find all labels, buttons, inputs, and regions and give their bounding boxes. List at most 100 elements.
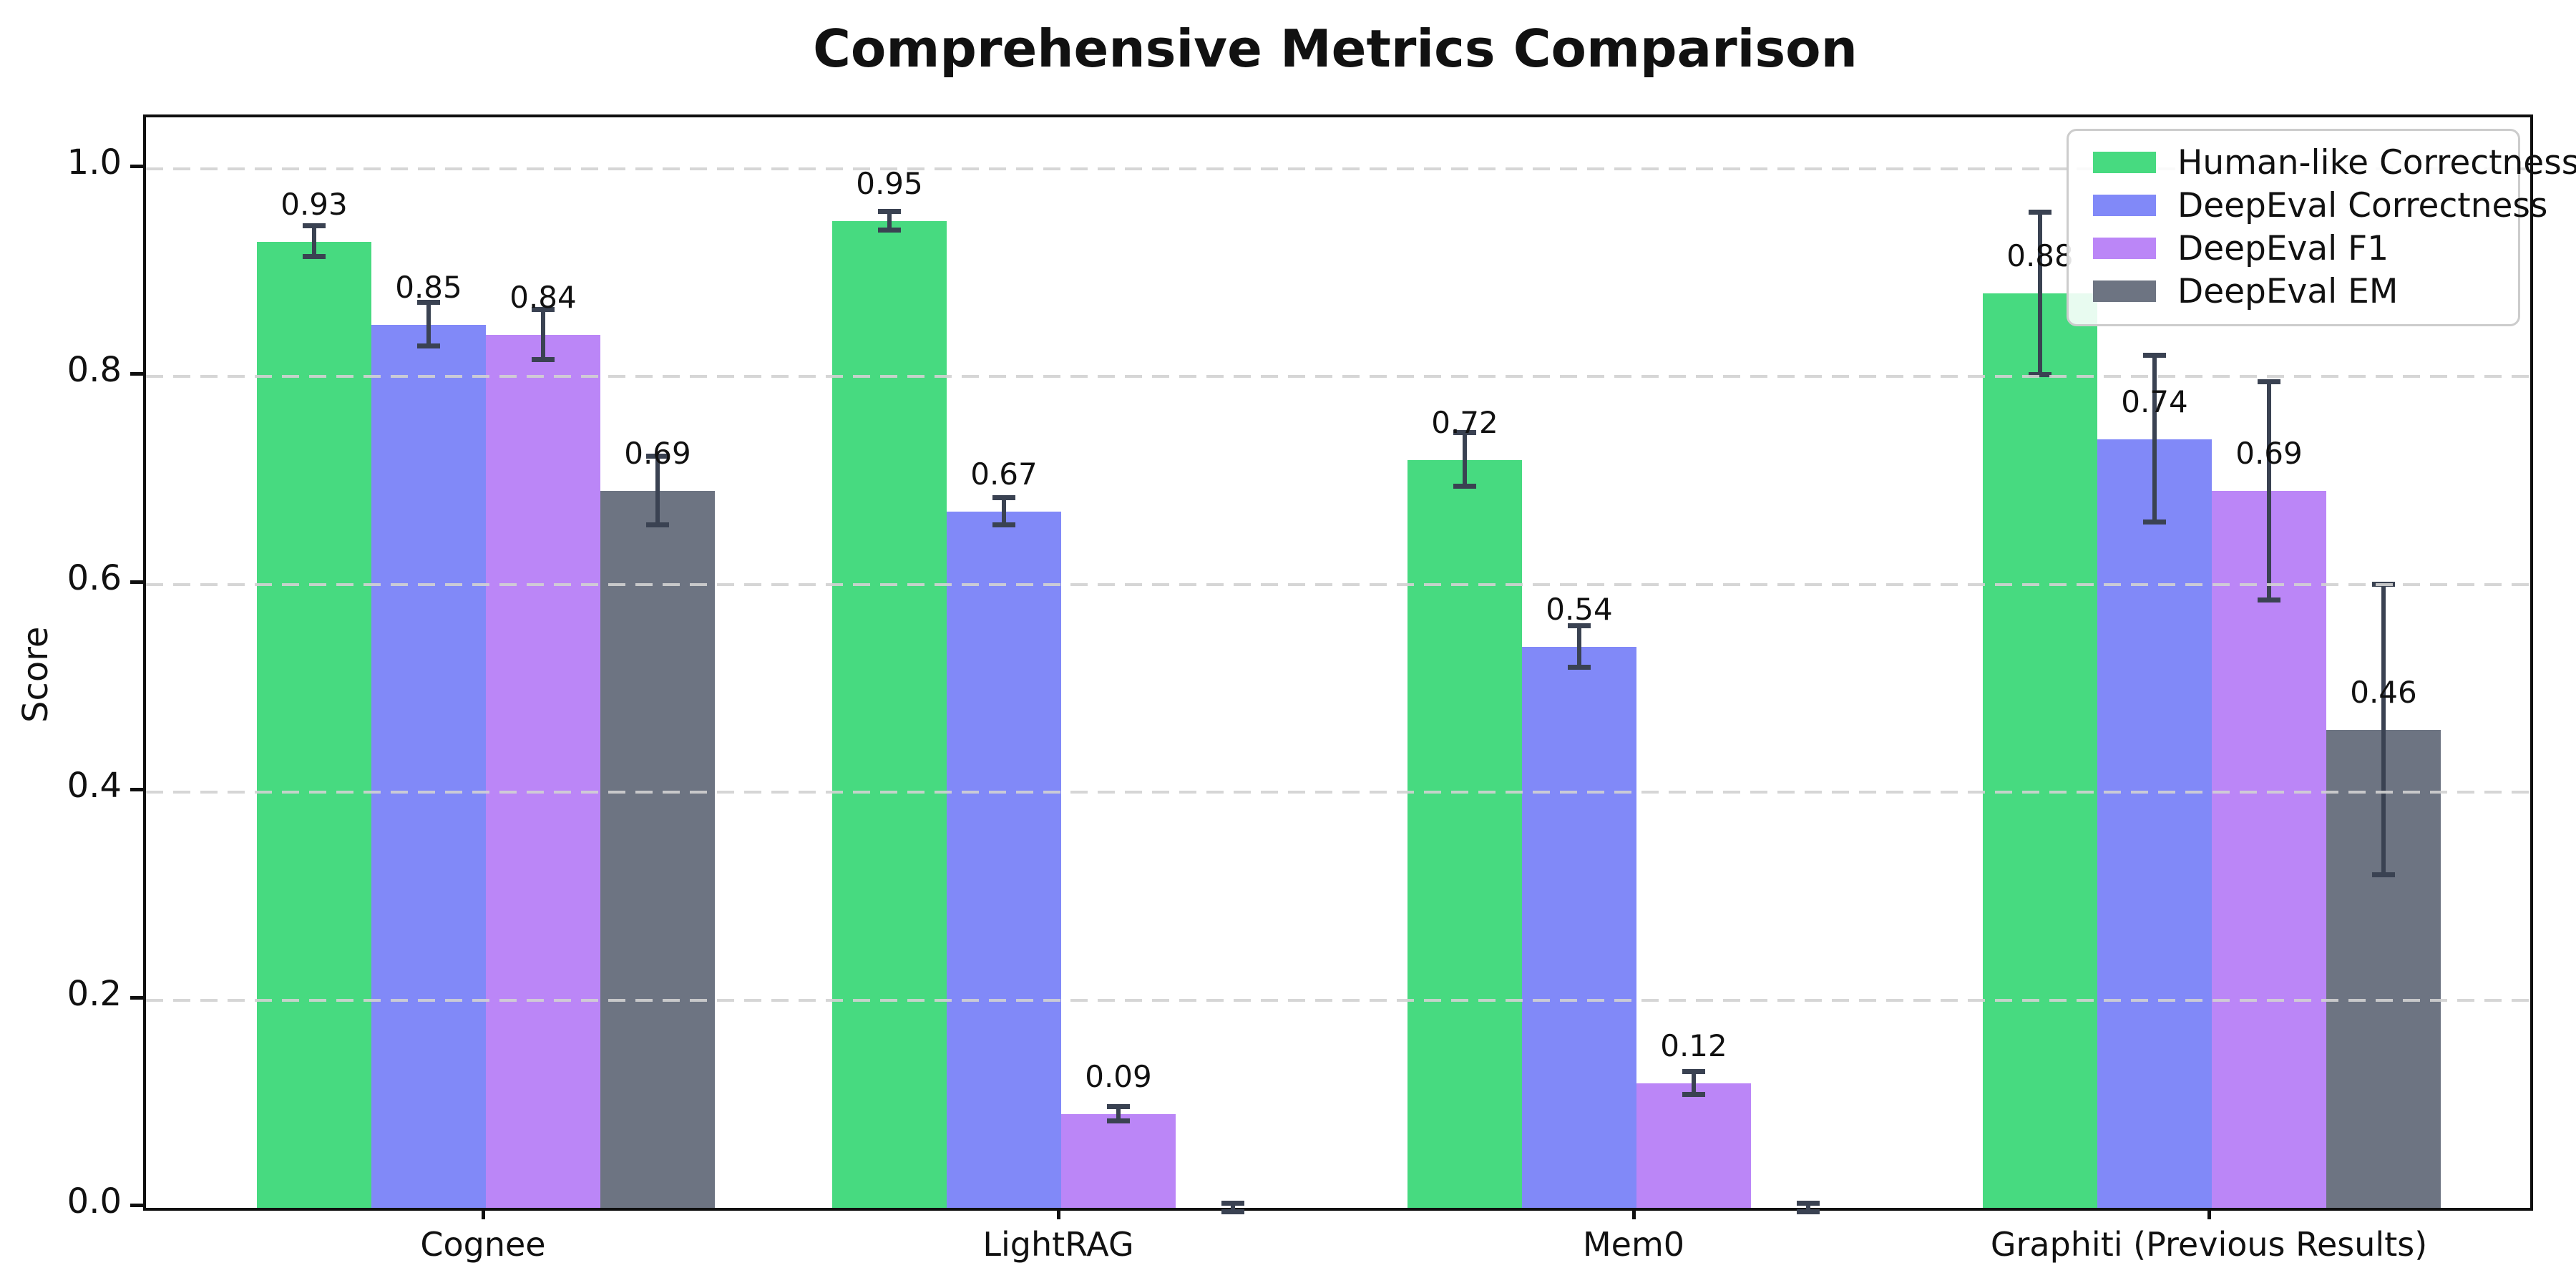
error-bar-cap bbox=[1453, 484, 1476, 489]
error-bar bbox=[1002, 498, 1006, 526]
x-tick-label: Graphiti (Previous Results) bbox=[1990, 1225, 2428, 1264]
legend-swatch bbox=[2093, 195, 2156, 216]
error-bar-cap bbox=[2029, 371, 2051, 377]
error-bar bbox=[1116, 1107, 1121, 1122]
bar bbox=[486, 335, 600, 1208]
error-bar-cap bbox=[992, 522, 1015, 528]
legend: Human-like Correctness DeepEval Correctne… bbox=[2067, 129, 2576, 326]
x-tick-mark bbox=[1632, 1208, 1636, 1219]
error-bar bbox=[1577, 625, 1581, 668]
error-bar-cap bbox=[417, 300, 440, 306]
gridline bbox=[146, 375, 2530, 379]
bar-value-label: 0.74 bbox=[2121, 384, 2188, 419]
bar bbox=[947, 512, 1061, 1208]
bar-value-label: 0.67 bbox=[970, 457, 1038, 492]
error-bar-cap bbox=[646, 522, 669, 528]
error-bar-cap bbox=[2258, 379, 2280, 384]
bar bbox=[1636, 1083, 1751, 1208]
legend-swatch bbox=[2093, 152, 2156, 173]
y-tick-mark bbox=[130, 1204, 143, 1207]
error-bar-cap bbox=[1797, 1209, 1820, 1214]
error-bar bbox=[426, 303, 431, 347]
error-bar-cap bbox=[1453, 429, 1476, 435]
y-tick-label: 0.8 bbox=[67, 350, 122, 391]
error-bar bbox=[2152, 356, 2157, 522]
error-bar-cap bbox=[878, 227, 901, 233]
error-bar-cap bbox=[1568, 623, 1591, 628]
error-bar-cap bbox=[1221, 1201, 1244, 1206]
error-bar bbox=[1692, 1071, 1696, 1095]
error-bar-cap bbox=[303, 223, 326, 228]
error-bar-cap bbox=[1568, 664, 1591, 670]
error-bar-cap bbox=[532, 307, 555, 313]
error-bar-cap bbox=[1682, 1091, 1705, 1097]
legend-item: Human-like Correctness bbox=[2069, 141, 2576, 184]
bar-value-label: 0.72 bbox=[1431, 404, 1498, 440]
error-bar bbox=[655, 457, 660, 526]
bar bbox=[1522, 646, 1636, 1208]
error-bar-cap bbox=[1797, 1201, 1820, 1206]
error-bar-cap bbox=[1107, 1104, 1130, 1110]
y-tick-mark bbox=[130, 165, 143, 168]
error-bar bbox=[2381, 584, 2386, 876]
error-bar-cap bbox=[2029, 209, 2051, 215]
y-tick-label: 0.6 bbox=[67, 557, 122, 598]
bar bbox=[371, 324, 486, 1208]
bar-value-label: 0.46 bbox=[2350, 675, 2417, 711]
bar-value-label: 0.54 bbox=[1546, 591, 1613, 627]
legend-label: DeepEval F1 bbox=[2177, 228, 2389, 268]
bar bbox=[257, 241, 371, 1208]
bar-value-label: 0.85 bbox=[395, 269, 462, 305]
bar bbox=[600, 491, 715, 1208]
bar bbox=[1983, 293, 2097, 1208]
legend-label: DeepEval Correctness bbox=[2177, 185, 2548, 225]
bar-value-label: 0.69 bbox=[2235, 436, 2303, 472]
gridline bbox=[146, 791, 2530, 794]
bar-value-label: 0.95 bbox=[856, 165, 923, 201]
x-tick-mark bbox=[2207, 1208, 2211, 1219]
y-axis-label: Score bbox=[16, 626, 56, 723]
error-bar-cap bbox=[646, 454, 669, 459]
legend-label: DeepEval EM bbox=[2177, 271, 2399, 311]
y-tick-mark bbox=[130, 995, 143, 1000]
error-bar bbox=[887, 211, 892, 230]
error-bar-cap bbox=[532, 357, 555, 363]
legend-item: DeepEval Correctness bbox=[2069, 184, 2547, 227]
bar-value-label: 0.09 bbox=[1085, 1059, 1152, 1095]
bar bbox=[2212, 491, 2326, 1208]
error-bar-cap bbox=[2143, 353, 2166, 358]
error-bar-cap bbox=[1107, 1118, 1130, 1124]
bar-value-label: 0.93 bbox=[280, 186, 348, 222]
error-bar-cap bbox=[2258, 597, 2280, 602]
y-tick-mark bbox=[130, 372, 143, 376]
bar-value-label: 0.69 bbox=[624, 436, 691, 472]
bar-value-label: 0.88 bbox=[2006, 238, 2074, 274]
chart-title: Comprehensive Metrics Comparison bbox=[813, 19, 1858, 79]
bar bbox=[1407, 459, 1522, 1208]
error-bar-cap bbox=[878, 208, 901, 214]
error-bar bbox=[1231, 1204, 1235, 1212]
error-bar bbox=[2267, 381, 2271, 600]
error-bar-cap bbox=[2372, 872, 2395, 878]
error-bar-cap bbox=[1221, 1209, 1244, 1214]
x-tick-mark bbox=[482, 1208, 485, 1219]
x-tick-label: LightRAG bbox=[982, 1225, 1134, 1264]
gridline bbox=[146, 998, 2530, 1002]
gridline bbox=[146, 167, 2530, 170]
bar bbox=[832, 220, 947, 1208]
error-bar-cap bbox=[1682, 1068, 1705, 1074]
error-bar bbox=[2038, 213, 2042, 375]
y-tick-mark bbox=[130, 580, 143, 584]
gridline bbox=[146, 582, 2530, 586]
y-tick-label: 0.4 bbox=[67, 766, 122, 806]
x-tick-label: Cognee bbox=[420, 1225, 546, 1264]
error-bar-cap bbox=[417, 343, 440, 349]
error-bar bbox=[1463, 432, 1467, 487]
error-bar-cap bbox=[992, 495, 1015, 501]
y-tick-label: 0.0 bbox=[67, 1181, 122, 1221]
error-bar bbox=[541, 310, 545, 361]
bar-value-label: 0.84 bbox=[509, 280, 577, 316]
error-bar bbox=[312, 225, 316, 258]
legend-item: DeepEval EM bbox=[2069, 270, 2518, 313]
